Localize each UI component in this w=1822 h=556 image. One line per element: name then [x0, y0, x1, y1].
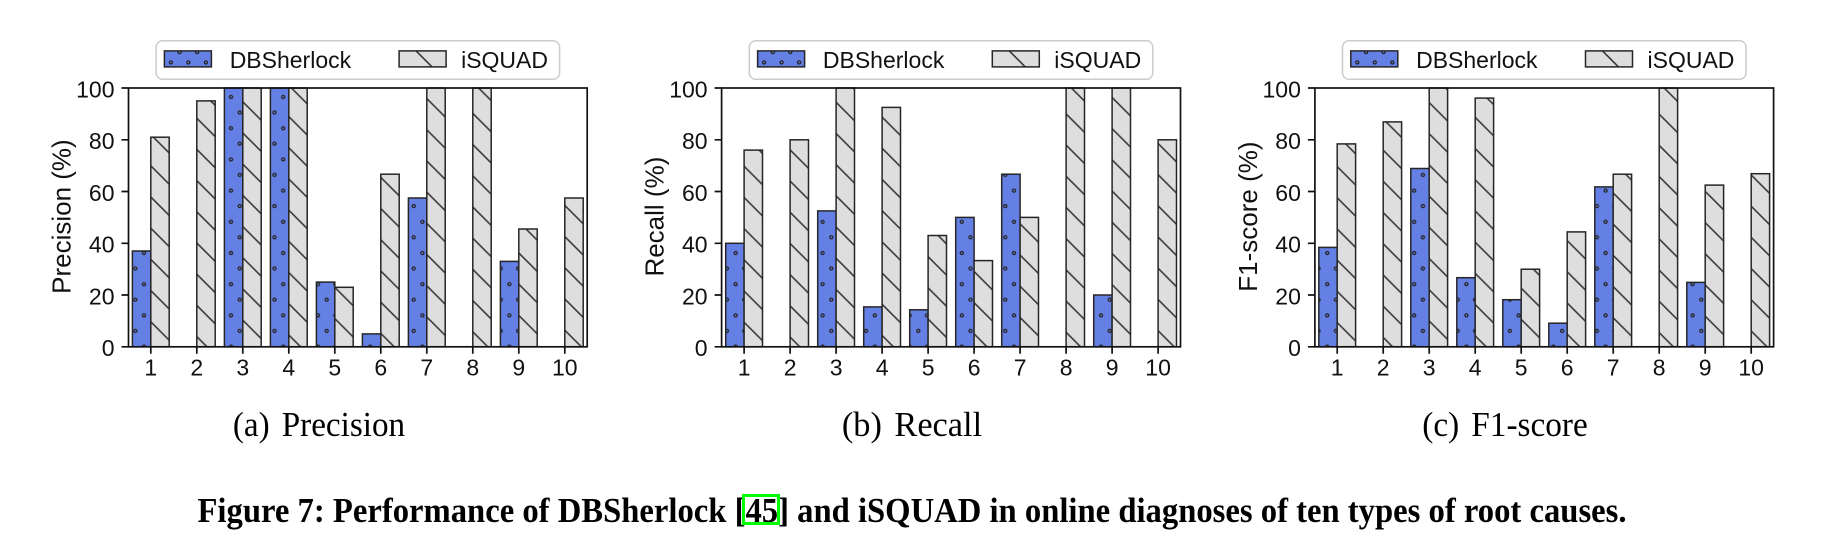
svg-text:9: 9	[1699, 355, 1712, 381]
svg-text:DBSherlock: DBSherlock	[823, 47, 945, 73]
svg-text:1: 1	[144, 355, 157, 381]
svg-text:100: 100	[76, 76, 114, 102]
svg-text:3: 3	[830, 355, 843, 381]
svg-text:7: 7	[420, 355, 433, 381]
svg-text:3: 3	[1423, 355, 1436, 381]
svg-text:20: 20	[1275, 283, 1301, 309]
svg-text:4: 4	[876, 355, 889, 381]
svg-text:60: 60	[89, 180, 115, 206]
svg-text:20: 20	[682, 283, 708, 309]
svg-text:DBSherlock: DBSherlock	[230, 47, 352, 73]
svg-text:40: 40	[89, 232, 115, 258]
svg-text:4: 4	[1469, 355, 1482, 381]
svg-text:9: 9	[1106, 355, 1119, 381]
svg-text:5: 5	[328, 355, 341, 381]
svg-text:Recall (%): Recall (%)	[640, 157, 670, 277]
svg-text:iSQUAD: iSQUAD	[1054, 47, 1141, 73]
svg-text:DBSherlock: DBSherlock	[1416, 47, 1538, 73]
svg-text:F1-score (%): F1-score (%)	[1233, 141, 1263, 291]
svg-text:4: 4	[282, 355, 295, 381]
svg-text:iSQUAD: iSQUAD	[1648, 47, 1735, 73]
svg-text:5: 5	[922, 355, 935, 381]
svg-text:6: 6	[1561, 355, 1574, 381]
svg-text:80: 80	[89, 128, 115, 154]
svg-text:60: 60	[682, 180, 708, 206]
svg-text:0: 0	[102, 335, 115, 361]
svg-text:80: 80	[682, 128, 708, 154]
svg-text:10: 10	[552, 355, 578, 381]
svg-text:8: 8	[1653, 355, 1666, 381]
svg-text:10: 10	[1738, 355, 1764, 381]
svg-text:iSQUAD: iSQUAD	[461, 47, 548, 73]
svg-text:8: 8	[1060, 355, 1073, 381]
svg-text:3: 3	[236, 355, 249, 381]
svg-text:6: 6	[968, 355, 981, 381]
svg-text:100: 100	[1263, 76, 1301, 102]
svg-text:20: 20	[89, 283, 115, 309]
svg-text:2: 2	[1377, 355, 1390, 381]
svg-text:60: 60	[1275, 180, 1301, 206]
svg-text:1: 1	[1331, 355, 1344, 381]
svg-text:2: 2	[784, 355, 797, 381]
svg-text:7: 7	[1014, 355, 1027, 381]
svg-text:80: 80	[1275, 128, 1301, 154]
svg-text:40: 40	[1275, 232, 1301, 258]
svg-text:100: 100	[669, 76, 707, 102]
svg-text:0: 0	[1288, 335, 1301, 361]
svg-text:7: 7	[1607, 355, 1620, 381]
svg-text:6: 6	[374, 355, 387, 381]
svg-text:0: 0	[695, 335, 708, 361]
svg-text:Precision (%): Precision (%)	[47, 139, 77, 294]
svg-text:40: 40	[682, 232, 708, 258]
svg-text:10: 10	[1145, 355, 1171, 381]
svg-text:5: 5	[1515, 355, 1528, 381]
svg-text:2: 2	[190, 355, 203, 381]
svg-text:8: 8	[466, 355, 479, 381]
svg-text:1: 1	[738, 355, 751, 381]
svg-text:9: 9	[512, 355, 525, 381]
